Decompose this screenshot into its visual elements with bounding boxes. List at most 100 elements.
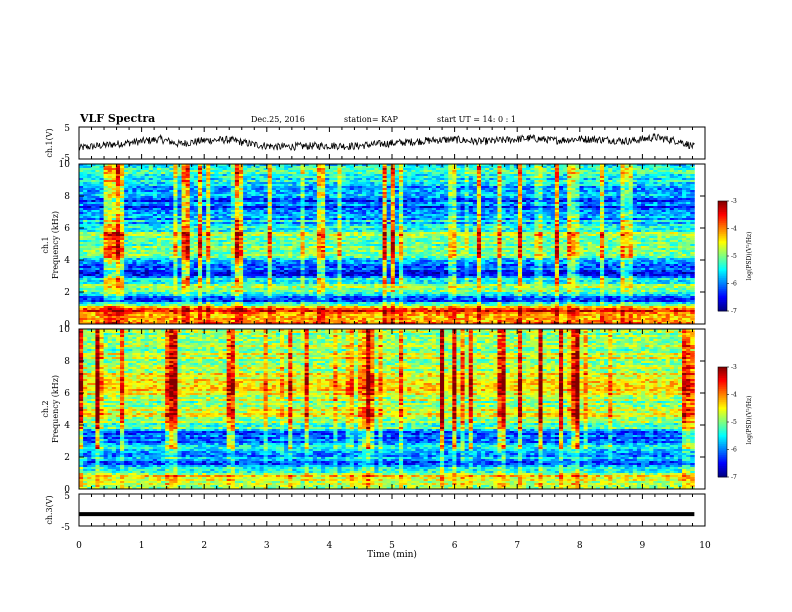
spectrogram-cell [214, 172, 219, 175]
spectrogram-cell [308, 188, 314, 191]
spectrogram-cell [214, 180, 219, 183]
spectrogram-cell [620, 180, 626, 183]
spectrogram-cell [378, 174, 383, 177]
spectrogram-cell [378, 184, 383, 187]
spectrogram-cell [222, 188, 228, 191]
spectrogram-cell [107, 182, 113, 185]
spectrogram-cell [325, 188, 330, 191]
spectrogram-cell [337, 164, 342, 167]
spectrogram-cell [189, 178, 195, 181]
spectrogram-cell [132, 172, 137, 175]
spectrogram-cell [263, 166, 269, 169]
spectrogram-cell [83, 190, 88, 193]
spectrogram-cell [366, 164, 371, 167]
spectrogram-cell [362, 170, 367, 173]
spectrogram-cell [485, 182, 490, 185]
spectrogram-cell [546, 188, 552, 191]
spectrogram-cell [624, 190, 630, 193]
spectrogram-cell [624, 164, 630, 167]
spectrogram-cell [280, 180, 285, 183]
spectrogram-cell [587, 178, 593, 181]
spectrogram-cell [382, 172, 388, 175]
spectrogram-cell [87, 184, 92, 187]
spectrogram-cell [115, 168, 121, 171]
spectrogram-cell [600, 172, 605, 175]
spectrogram-cell [620, 172, 626, 175]
spectrogram-cell [456, 188, 461, 191]
spectrogram-cell [600, 178, 605, 181]
spectrogram-cell [489, 182, 494, 185]
spectrogram-cell [308, 174, 314, 177]
spectrogram-cell [485, 166, 490, 169]
spectrogram-cell [288, 170, 293, 173]
spectrogram-cell [534, 184, 539, 187]
spectrogram-cell [649, 164, 654, 167]
spectrogram-cell [95, 176, 100, 179]
spectrogram-cell [222, 168, 228, 171]
spectrogram-cell [284, 176, 289, 179]
spectrogram-cell [210, 176, 215, 179]
spectrogram-cell [448, 180, 453, 183]
spectrogram-cell [456, 184, 461, 187]
spectrogram-cell [390, 180, 396, 183]
spectrogram-cell [152, 166, 158, 169]
spectrogram-cell [169, 164, 174, 167]
spectrogram-cell [357, 190, 363, 193]
spectrogram-cell [95, 190, 100, 193]
spectrogram-cell [284, 186, 289, 189]
spectrogram-cell [608, 188, 613, 191]
spectrogram-cell [136, 180, 141, 183]
spectrogram-cell [554, 164, 560, 167]
spectrogram-cell [419, 164, 424, 167]
spectrogram-cell [165, 180, 170, 183]
spectrogram-cell [349, 174, 355, 177]
spectrogram-cell [87, 176, 92, 179]
spectrogram-cell [390, 188, 396, 191]
spectrogram-cell [632, 184, 638, 187]
spectrogram-cell [169, 176, 174, 179]
spectrogram-cell [79, 176, 84, 179]
spectrogram-cell [489, 168, 494, 171]
spectrogram-cell [624, 176, 630, 179]
spectrogram-cell [206, 172, 211, 175]
spectrogram-cell [595, 166, 601, 169]
spectrogram-cell [476, 178, 482, 181]
spectrogram-cell [476, 176, 482, 179]
spectrogram-cell [275, 180, 281, 183]
spectrogram-cell [128, 190, 133, 193]
spectrogram-cell [267, 174, 273, 177]
spectrogram-cell [550, 166, 556, 169]
spectrogram-cell [554, 188, 560, 191]
spectrogram-cell [304, 190, 310, 193]
spectrogram-cell [673, 164, 679, 167]
spectrogram-cell [124, 178, 129, 181]
spectrogram-cell [505, 170, 511, 173]
spectrogram-cell [583, 172, 589, 175]
spectrogram-cell [440, 182, 445, 185]
spectrogram-cell [95, 186, 100, 189]
spectrogram-cell [300, 182, 306, 185]
spectrogram-cell [538, 186, 543, 189]
spectrogram-cell [382, 178, 388, 181]
spectrogram-cell [604, 164, 609, 167]
spectrogram-cell [357, 180, 363, 183]
spectrogram-cell [111, 176, 117, 179]
spectrogram-cell [91, 184, 96, 187]
spectrogram-cell [132, 186, 137, 189]
spectrogram-cell [534, 166, 539, 169]
spectrogram-cell [645, 170, 650, 173]
spectrogram-cell [255, 180, 260, 183]
spectrogram-cell [210, 170, 215, 173]
spectrogram-cell [226, 170, 232, 173]
spectrogram-cell [554, 166, 560, 169]
spectrogram-cell [600, 164, 605, 167]
spectrogram-cell [308, 178, 314, 181]
spectrogram-cell [427, 168, 433, 171]
spectrogram-cell [316, 184, 322, 187]
spectrogram-cell [583, 166, 589, 169]
spectrogram-cell [275, 178, 281, 181]
spectrogram-cell [292, 170, 297, 173]
spectrogram-cell [267, 176, 273, 179]
spectrogram-cell [526, 168, 531, 171]
spectrogram-cell [661, 178, 667, 181]
